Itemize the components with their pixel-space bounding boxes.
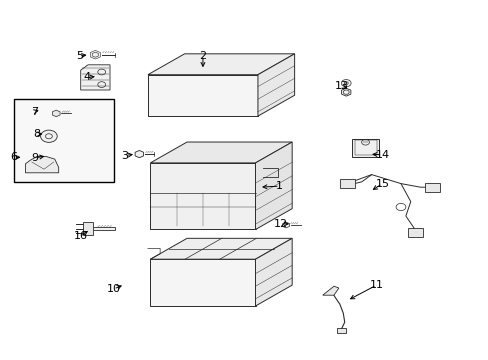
Circle shape — [41, 130, 57, 142]
Text: 16: 16 — [74, 231, 87, 241]
Polygon shape — [255, 142, 291, 230]
Text: 5: 5 — [76, 51, 82, 61]
Circle shape — [192, 155, 196, 158]
Bar — [354, 140, 376, 155]
Bar — [339, 179, 354, 188]
Polygon shape — [183, 86, 222, 104]
Polygon shape — [81, 65, 110, 90]
Text: 7: 7 — [31, 107, 38, 117]
Polygon shape — [150, 142, 291, 163]
Bar — [14, 99, 114, 182]
Text: 2: 2 — [199, 51, 206, 61]
Polygon shape — [150, 238, 291, 259]
Bar — [337, 328, 346, 333]
Text: 8: 8 — [33, 129, 40, 139]
Polygon shape — [258, 54, 294, 116]
Text: 12: 12 — [274, 219, 287, 229]
Text: 6: 6 — [10, 152, 17, 162]
Polygon shape — [341, 88, 350, 96]
Polygon shape — [147, 75, 258, 116]
Text: 3: 3 — [121, 150, 128, 161]
Bar — [407, 228, 422, 237]
Polygon shape — [147, 54, 294, 75]
Circle shape — [341, 80, 350, 87]
Bar — [160, 265, 182, 297]
Bar — [199, 265, 217, 297]
Text: 9: 9 — [32, 153, 39, 163]
Bar — [351, 139, 378, 157]
Polygon shape — [83, 227, 115, 230]
Polygon shape — [150, 163, 255, 230]
Text: 1: 1 — [276, 181, 283, 191]
Polygon shape — [25, 157, 59, 173]
Polygon shape — [282, 222, 289, 228]
Text: 15: 15 — [375, 179, 388, 189]
Text: 4: 4 — [83, 72, 90, 82]
Bar — [425, 183, 439, 192]
Polygon shape — [150, 259, 255, 306]
Polygon shape — [83, 222, 93, 235]
Circle shape — [231, 155, 235, 158]
Text: 10: 10 — [106, 284, 120, 294]
Text: 11: 11 — [369, 280, 383, 290]
Text: 14: 14 — [375, 150, 388, 160]
Polygon shape — [90, 50, 100, 59]
Polygon shape — [52, 110, 60, 117]
Polygon shape — [322, 286, 338, 295]
Text: 13: 13 — [335, 81, 348, 91]
Polygon shape — [135, 150, 143, 158]
Polygon shape — [255, 238, 291, 306]
